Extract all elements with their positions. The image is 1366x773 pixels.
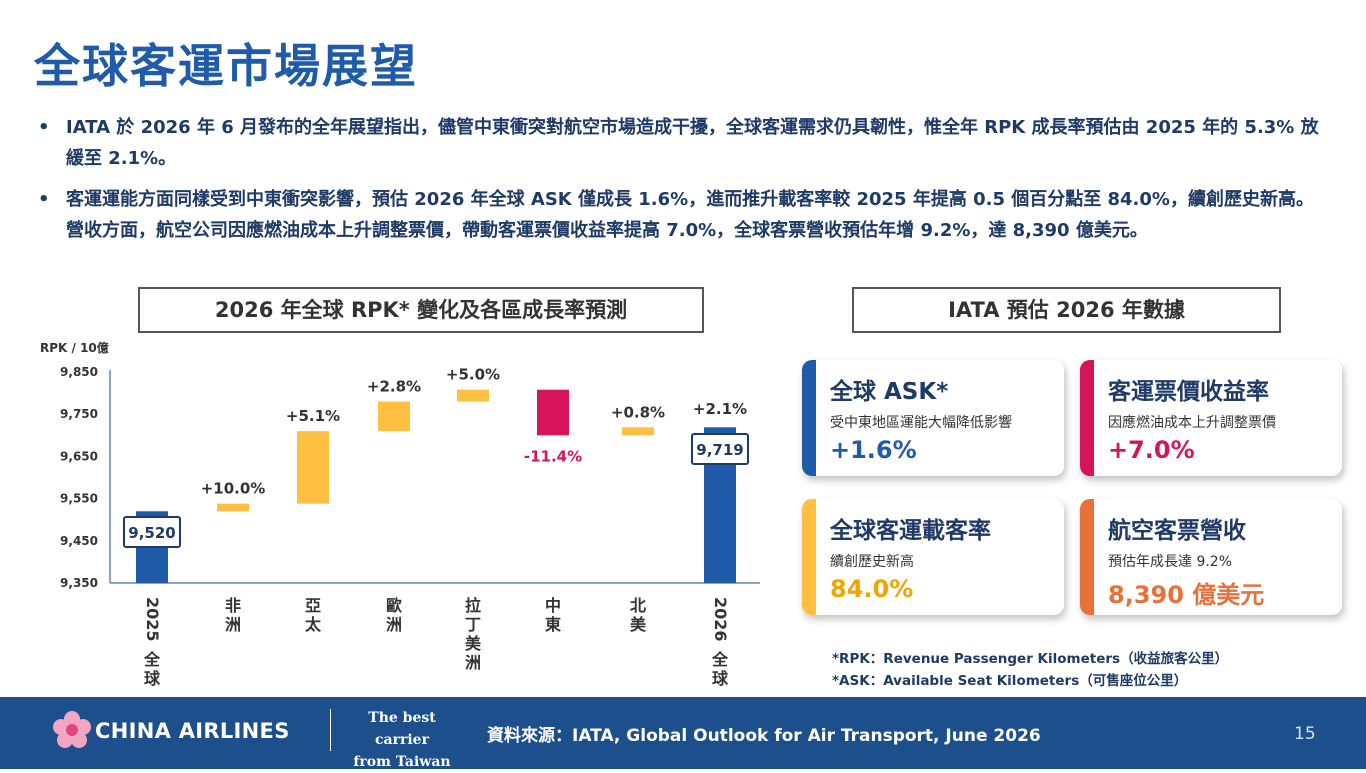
card-accent: [1080, 499, 1094, 615]
data-box-title: IATA 預估 2026 年數據: [852, 287, 1281, 333]
card-title: 全球客運載客率: [830, 518, 991, 544]
category-label-char: 洲: [465, 653, 481, 672]
pct-label: +2.8%: [367, 378, 421, 396]
card-value: +7.0%: [1108, 436, 1195, 464]
category-label-char: 拉: [465, 596, 481, 615]
category-label-char: 北: [630, 596, 646, 615]
footnote-rpk: *RPK：Revenue Passenger Kilometers（收益旅客公里…: [832, 651, 1229, 667]
card-value: +1.6%: [830, 436, 917, 464]
y-tick-label: 9,850: [60, 365, 98, 379]
category-label-char: 非: [225, 596, 241, 615]
value-label-box: [123, 516, 181, 548]
category-label-char: 洲: [386, 615, 402, 634]
waterfall-chart: RPK / 10億 9,350 9,450 9,550 9,650 9,750 9,850 9…: [40, 340, 760, 688]
tagline: The best carrier from Taiwan: [342, 707, 462, 773]
value-label-box: [691, 433, 749, 465]
bullet-text: IATA 於 2026 年 6 月發布的全年展望指出，儘管中東衝突對航空市場造成…: [66, 117, 1319, 169]
card-subtitle: 受中東地區運能大幅降低影響: [830, 415, 1012, 431]
card-revenue: 航空客票營收 預估年成長達 9.2% 8,390 億美元: [1080, 499, 1342, 615]
category-label-char: 洲: [225, 615, 241, 634]
category-label-char: 東: [545, 615, 561, 634]
card-global-ask: 全球 ASK* 受中東地區運能大幅降低影響 +1.6%: [802, 360, 1064, 476]
y-tick-label: 9,550: [60, 492, 98, 506]
card-load-factor: 全球客運載客率 續創歷史新高 84.0%: [802, 499, 1064, 615]
category-label-char: 球: [712, 669, 729, 688]
pct-label: -11.4%: [524, 447, 582, 465]
brand-name: CHINA AIRLINES: [95, 719, 290, 743]
tagline-line: The best carrier: [368, 710, 436, 748]
footer-bar: CHINA AIRLINES The best carrier from Tai…: [0, 697, 1366, 770]
card-title: 航空客票營收: [1108, 518, 1246, 544]
card-accent: [802, 360, 816, 476]
card-subtitle: 因應燃油成本上升調整票價: [1108, 415, 1276, 431]
bullet-dot: •: [38, 117, 50, 138]
footnotes: *RPK：Revenue Passenger Kilometers（收益旅客公里…: [832, 648, 1228, 692]
y-axis-label: RPK / 10億: [40, 340, 109, 355]
bullet-list: • IATA 於 2026 年 6 月發布的全年展望指出，儘管中東衝突對航空市場…: [38, 112, 1328, 256]
page-title: 全球客運市場展望: [34, 39, 418, 93]
value-label: 9,520: [128, 524, 175, 542]
category-label-char: 亞: [305, 596, 321, 615]
category-label-char: 丁: [465, 615, 481, 634]
y-tick-label: 9,350: [60, 576, 98, 590]
bullet-dot: •: [38, 189, 50, 210]
bar-increase: [217, 503, 249, 512]
pct-label: +5.0%: [446, 366, 500, 384]
bar-increase: [378, 401, 410, 432]
card-accent: [1080, 360, 1094, 476]
footnote-ask: *ASK：Available Seat Kilometers（可售座位公里）: [832, 673, 1188, 689]
chart-box-title: 2026 年全球 RPK* 變化及各區成長率預測: [138, 287, 704, 333]
y-tick-label: 9,650: [60, 449, 98, 463]
pct-label: +10.0%: [201, 480, 266, 498]
source-text: 資料來源：IATA, Global Outlook for Air Transp…: [487, 726, 1041, 746]
category-label-char: 全: [711, 650, 729, 669]
category-label-char: 中: [545, 596, 561, 615]
category-label-char: 美: [465, 634, 482, 653]
card-value: 84.0%: [830, 575, 914, 603]
card-subtitle: 續創歷史新高: [830, 554, 914, 570]
card-yield: 客運票價收益率 因應燃油成本上升調整票價 +7.0%: [1080, 360, 1342, 476]
bar-increase: [457, 389, 489, 402]
plum-blossom-logo-icon: [53, 711, 91, 748]
bullet-item: • 客運運能方面同樣受到中東衝突影響，預估 2026 年全球 ASK 僅成長 1…: [38, 184, 1328, 246]
tagline-line: from Taiwan: [353, 754, 451, 770]
card-accent: [802, 499, 816, 615]
category-label-char: 全: [143, 650, 161, 669]
page-number: 15: [1294, 724, 1316, 744]
category-label-char: 球: [144, 669, 161, 688]
y-tick-label: 9,750: [60, 407, 98, 421]
footer-divider: [330, 709, 331, 751]
bar-increase: [297, 431, 329, 504]
pct-label: +0.8%: [611, 403, 665, 421]
value-label: 9,719: [696, 441, 743, 459]
card-title: 全球 ASK*: [830, 379, 949, 405]
category-label-char: 太: [304, 615, 322, 634]
category-year-label: 2025: [143, 597, 162, 642]
bullet-item: • IATA 於 2026 年 6 月發布的全年展望指出，儘管中東衝突對航空市場…: [38, 112, 1328, 174]
pct-label: +5.1%: [286, 407, 340, 425]
card-value: 8,390 億美元: [1108, 581, 1265, 609]
category-year-label: 2026: [711, 597, 730, 642]
card-title: 客運票價收益率: [1108, 379, 1269, 405]
card-subtitle: 預估年成長達 9.2%: [1108, 554, 1233, 570]
category-label-char: 美: [630, 615, 647, 634]
category-label-char: 歐: [386, 596, 402, 615]
y-tick-label: 9,450: [60, 534, 98, 548]
bullet-text: 客運運能方面同樣受到中東衝突影響，預估 2026 年全球 ASK 僅成長 1.6…: [66, 189, 1314, 241]
bar-increase: [622, 427, 654, 436]
pct-label: +2.1%: [693, 400, 747, 418]
bar-decrease: [537, 389, 569, 436]
